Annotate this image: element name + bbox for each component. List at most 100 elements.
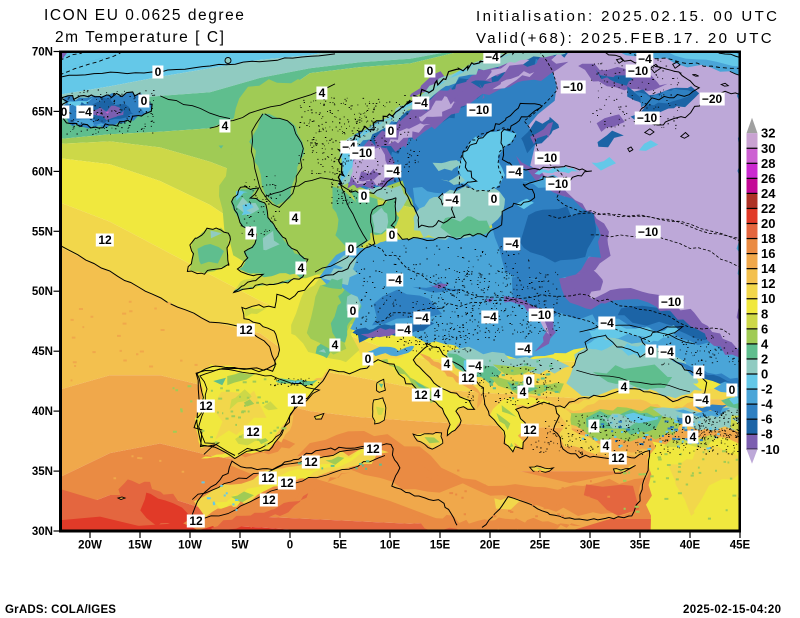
- svg-text:0: 0: [685, 413, 692, 427]
- svg-text:0: 0: [648, 344, 655, 358]
- svg-text:−4: −4: [508, 165, 522, 179]
- svg-text:12: 12: [246, 425, 260, 439]
- svg-text:−4: −4: [468, 359, 482, 373]
- svg-text:4: 4: [434, 387, 441, 401]
- svg-text:0: 0: [350, 304, 357, 318]
- svg-text:−4: −4: [78, 105, 92, 119]
- svg-text:22: 22: [761, 201, 775, 216]
- svg-text:0: 0: [365, 352, 372, 366]
- svg-text:26: 26: [761, 171, 775, 186]
- svg-text:12: 12: [199, 399, 213, 413]
- svg-text:4: 4: [761, 336, 769, 351]
- svg-text:70N: 70N: [32, 47, 53, 59]
- svg-text:20: 20: [761, 216, 775, 231]
- svg-text:−4: −4: [386, 164, 400, 178]
- svg-text:12: 12: [189, 514, 203, 528]
- svg-text:−10: −10: [352, 146, 373, 160]
- svg-text:−4: −4: [388, 273, 402, 287]
- svg-text:0: 0: [155, 65, 162, 79]
- svg-text:40N: 40N: [32, 406, 53, 418]
- svg-text:8: 8: [761, 306, 768, 321]
- svg-text:50N: 50N: [32, 286, 53, 298]
- svg-text:4: 4: [603, 439, 610, 453]
- svg-text:−4: −4: [483, 310, 497, 324]
- svg-text:0: 0: [361, 189, 368, 203]
- svg-text:12: 12: [261, 471, 275, 485]
- svg-text:30E: 30E: [580, 540, 601, 552]
- svg-text:12: 12: [366, 442, 380, 456]
- svg-text:32: 32: [761, 126, 775, 141]
- svg-text:12: 12: [523, 423, 537, 437]
- svg-text:28: 28: [761, 156, 775, 171]
- svg-text:0: 0: [491, 192, 498, 206]
- svg-text:15E: 15E: [430, 540, 451, 552]
- svg-text:−4: −4: [485, 50, 499, 64]
- svg-text:−10: −10: [661, 295, 682, 309]
- svg-text:-4: -4: [761, 397, 773, 412]
- svg-text:12: 12: [414, 388, 428, 402]
- svg-text:−10: −10: [531, 308, 552, 322]
- svg-text:15W: 15W: [128, 540, 152, 552]
- svg-text:−20: −20: [702, 92, 723, 106]
- svg-text:45E: 45E: [730, 540, 751, 552]
- svg-text:10: 10: [761, 291, 775, 306]
- svg-text:4: 4: [690, 430, 697, 444]
- svg-text:5W: 5W: [231, 540, 248, 552]
- svg-text:−10: −10: [548, 177, 569, 191]
- svg-text:−10: −10: [469, 103, 490, 117]
- svg-text:0: 0: [287, 540, 293, 552]
- svg-text:0: 0: [526, 374, 533, 388]
- svg-text:−4: −4: [414, 96, 428, 110]
- svg-text:4: 4: [332, 338, 339, 352]
- svg-text:4: 4: [621, 380, 628, 394]
- svg-text:55N: 55N: [32, 226, 53, 238]
- svg-text:−4: −4: [600, 316, 614, 330]
- svg-text:12: 12: [761, 276, 775, 291]
- svg-text:−4: −4: [638, 52, 652, 66]
- svg-text:0: 0: [61, 105, 68, 119]
- svg-text:35N: 35N: [32, 466, 53, 478]
- svg-text:0: 0: [388, 124, 395, 138]
- svg-text:−4: −4: [517, 342, 531, 356]
- svg-text:−10: −10: [637, 111, 658, 125]
- svg-text:0: 0: [427, 64, 434, 78]
- svg-text:12: 12: [262, 493, 276, 507]
- svg-text:30: 30: [761, 141, 775, 156]
- svg-text:4: 4: [222, 119, 229, 133]
- svg-text:4: 4: [591, 419, 598, 433]
- svg-text:16: 16: [761, 246, 775, 261]
- svg-text:12: 12: [611, 451, 625, 465]
- svg-text:12: 12: [280, 476, 294, 490]
- svg-text:4: 4: [520, 385, 527, 399]
- svg-text:40E: 40E: [680, 540, 701, 552]
- svg-text:−4: −4: [445, 193, 459, 207]
- svg-text:-8: -8: [761, 427, 773, 442]
- svg-text:0: 0: [389, 228, 396, 242]
- svg-text:−4: −4: [695, 393, 709, 407]
- svg-text:−4: −4: [415, 311, 429, 325]
- svg-text:0: 0: [141, 94, 148, 108]
- svg-text:30N: 30N: [32, 526, 53, 538]
- svg-text:10W: 10W: [178, 540, 202, 552]
- svg-text:-6: -6: [761, 412, 773, 427]
- svg-text:0: 0: [348, 242, 355, 256]
- svg-text:4: 4: [696, 365, 703, 379]
- svg-text:12: 12: [304, 455, 318, 469]
- svg-text:-10: -10: [761, 442, 780, 457]
- svg-text:−10: −10: [563, 80, 584, 94]
- svg-text:20W: 20W: [78, 540, 102, 552]
- svg-text:35E: 35E: [630, 540, 651, 552]
- svg-text:14: 14: [761, 261, 776, 276]
- svg-text:5E: 5E: [333, 540, 347, 552]
- svg-text:4: 4: [298, 261, 305, 275]
- svg-text:−10: −10: [628, 64, 649, 78]
- svg-text:6: 6: [761, 321, 768, 336]
- svg-text:-2: -2: [761, 382, 773, 397]
- svg-text:10E: 10E: [380, 540, 401, 552]
- svg-text:0: 0: [729, 383, 736, 397]
- svg-text:4: 4: [319, 86, 326, 100]
- svg-text:65N: 65N: [32, 106, 53, 118]
- svg-text:12: 12: [290, 393, 304, 407]
- svg-text:60N: 60N: [32, 166, 53, 178]
- svg-text:18: 18: [761, 231, 775, 246]
